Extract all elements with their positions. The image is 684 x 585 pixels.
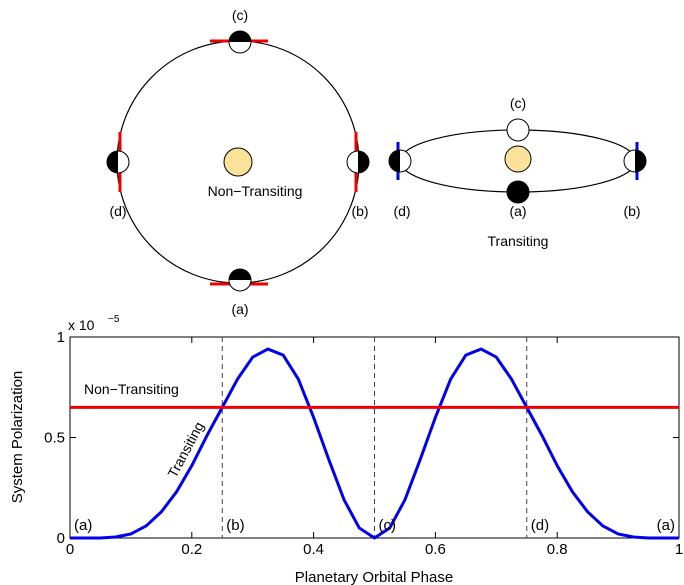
planet	[506, 118, 530, 142]
transiting-diagram: (c) (d) (a) (b) Transiting	[388, 95, 647, 249]
phase-label: (a)	[74, 517, 92, 534]
y-multiplier: x 10	[68, 317, 95, 333]
x-tick-label: 0.6	[425, 541, 446, 558]
y-tick-label: 0.5	[44, 430, 65, 447]
series-label: Non−Transiting	[84, 381, 179, 397]
x-tick-label: 1	[675, 541, 683, 558]
planet-night	[229, 31, 251, 42]
x-tick-label: 0.2	[181, 541, 202, 558]
planet-night	[229, 269, 251, 280]
phase-label: (b)	[623, 203, 640, 219]
planet	[506, 180, 530, 204]
series-line	[70, 347, 679, 540]
phase-label: (c)	[510, 95, 526, 111]
x-tick-label: 0.4	[303, 541, 324, 558]
non-transiting-diagram: (c) (d) (b) (a) Non−Transiting	[106, 7, 370, 317]
diagram-label: Transiting	[488, 233, 549, 249]
x-axis-label: Planetary Orbital Phase	[295, 569, 453, 585]
star	[504, 145, 532, 173]
planet-night	[358, 151, 369, 173]
phase-label: (c)	[379, 517, 397, 534]
y-multiplier-exponent: −5	[108, 314, 120, 325]
phase-label: (a)	[657, 517, 675, 534]
phase-label: (d)	[393, 203, 410, 219]
phase-label: (c)	[232, 7, 248, 23]
y-tick-label: 1	[57, 329, 65, 346]
x-tick-label: 0.8	[547, 541, 568, 558]
star	[223, 147, 253, 177]
phase-label: (b)	[226, 517, 244, 534]
y-axis-label: System Polarization	[9, 371, 26, 504]
phase-label: (a)	[509, 203, 526, 219]
y-tick-label: 0	[57, 530, 65, 547]
diagram-label: Non−Transiting	[208, 183, 303, 199]
plot: 0 0.2 0.4 0.6 0.8 100.51Non−TransitingTransit…	[44, 329, 683, 558]
planet-night	[107, 151, 118, 173]
phase-label: (b)	[351, 203, 368, 219]
planet-night	[389, 150, 400, 172]
phase-label: (a)	[231, 301, 248, 317]
phase-label: (d)	[109, 203, 126, 219]
x-tick-label: 0	[66, 541, 74, 558]
planet-night	[635, 150, 646, 172]
phase-label: (d)	[531, 517, 549, 534]
